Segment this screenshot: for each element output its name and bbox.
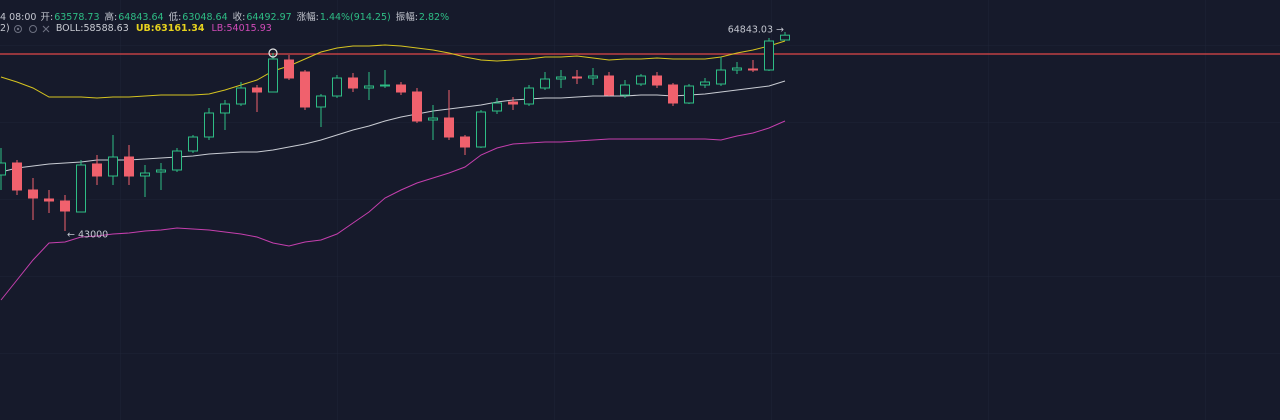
candle-body xyxy=(124,156,134,177)
candle-body xyxy=(316,95,326,108)
candle-body xyxy=(236,87,246,105)
field-value: 2.82% xyxy=(418,12,450,23)
candle-body xyxy=(524,87,534,105)
time: 4 08:00 xyxy=(0,12,37,23)
candle-body xyxy=(268,58,278,93)
marks xyxy=(0,32,1280,301)
high-marker xyxy=(268,48,278,58)
field-label: 收: xyxy=(232,12,246,23)
candle-body xyxy=(92,163,102,177)
candle-body xyxy=(508,101,518,105)
candle-body xyxy=(732,67,742,71)
candle-body xyxy=(188,136,198,152)
candle-body xyxy=(380,84,390,87)
candle-body xyxy=(620,84,630,96)
candle-body xyxy=(348,77,358,89)
candle-body xyxy=(492,102,502,112)
band-line xyxy=(0,40,786,99)
field-label: 涨幅: xyxy=(296,12,319,23)
candle-body xyxy=(140,172,150,177)
candle-body xyxy=(12,162,22,191)
band-line xyxy=(0,120,786,301)
candle-body xyxy=(668,84,678,104)
field-value: 64492.97 xyxy=(246,12,292,23)
candle-body xyxy=(28,189,38,199)
candle-body xyxy=(0,162,6,176)
candle-body xyxy=(764,40,774,71)
candle-body xyxy=(460,136,470,148)
boll-value: BOLL:58588.63 xyxy=(55,23,129,34)
field-value: 64843.64 xyxy=(118,12,164,23)
field-label: 高: xyxy=(104,12,118,23)
candle-body xyxy=(220,103,230,114)
candle-body xyxy=(364,85,374,89)
candle-body xyxy=(300,71,310,108)
candle-body xyxy=(652,75,662,86)
field-label: 振幅: xyxy=(395,12,418,23)
candle-body xyxy=(204,112,214,138)
candle-body xyxy=(700,81,710,86)
candle-body xyxy=(604,75,614,96)
candle-body xyxy=(156,169,166,173)
indicator-header: 2) BOLL:58588.63 UB:63161.34 LB:54015.93 xyxy=(0,23,273,34)
candle-body xyxy=(284,59,294,79)
ohlc-fields: 开:63578.73 高:64843.64 低:63048.64 收:64492.97… xyxy=(40,12,454,23)
field-value: 63578.73 xyxy=(54,12,100,23)
candle-body xyxy=(412,91,422,122)
high-annotation: 64843.03 → xyxy=(728,25,784,36)
candle-body xyxy=(76,164,86,213)
candle-body xyxy=(428,117,438,121)
candle-body xyxy=(636,75,646,85)
candle-body xyxy=(252,87,262,93)
candle-body xyxy=(716,69,726,85)
indicator-prefix: 2) xyxy=(0,23,10,34)
candle-body xyxy=(444,117,454,138)
candle-body xyxy=(684,85,694,104)
field-label: 低: xyxy=(168,12,182,23)
ub-value: UB:63161.34 xyxy=(135,23,205,34)
field-value: 1.44%(914.25) xyxy=(319,12,391,23)
indicator-icons[interactable] xyxy=(14,25,50,33)
ohlc-header: 4 08:00 开:63578.73 高:64843.64 低:63048.64 收:… xyxy=(0,9,455,23)
candle-body xyxy=(332,77,342,97)
candle-body xyxy=(476,111,486,148)
candle-body xyxy=(540,78,550,89)
field-value: 63048.64 xyxy=(182,12,228,23)
candle-body xyxy=(572,76,582,79)
candle-body xyxy=(44,198,54,202)
candle-body xyxy=(60,200,70,212)
candle-body xyxy=(556,76,566,80)
candle-body xyxy=(588,75,598,79)
candle-body xyxy=(748,68,758,71)
lb-value: LB:54015.93 xyxy=(211,23,272,34)
candle-body xyxy=(108,156,118,177)
candle-body xyxy=(172,150,182,171)
candle-body xyxy=(780,34,790,41)
field-label: 开: xyxy=(40,12,54,23)
low-annotation: ← 43000 xyxy=(67,230,108,241)
candle-body xyxy=(396,84,406,93)
